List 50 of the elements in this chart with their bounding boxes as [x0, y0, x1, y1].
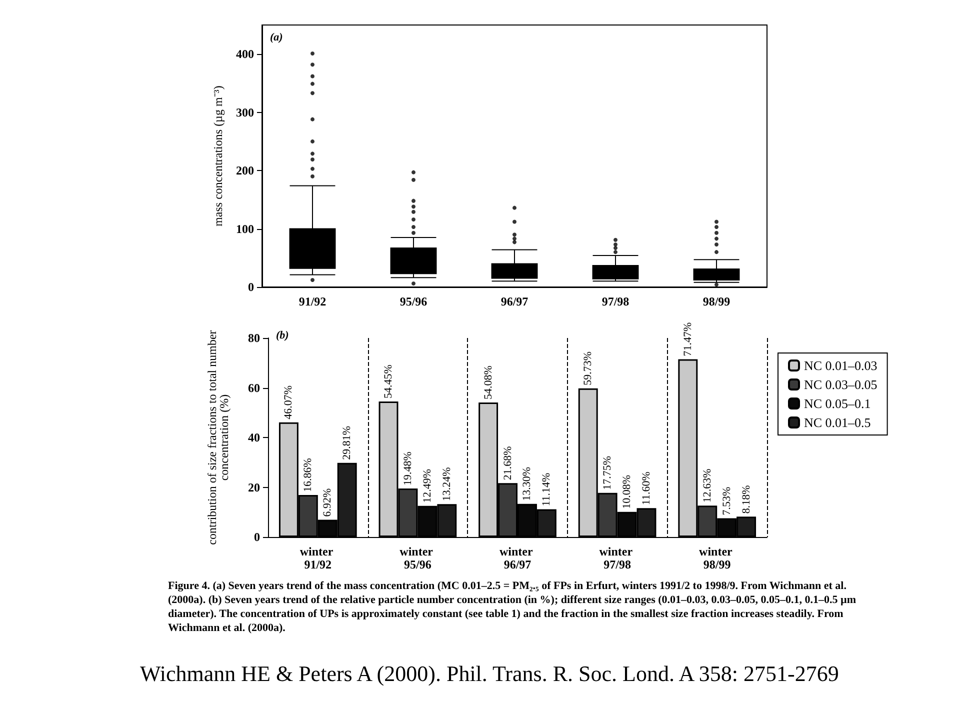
y-tick-label: 200 — [236, 164, 254, 178]
data-label: 11.14% — [540, 472, 553, 506]
y-axis-title: mass concentrations (µg m⁻³) — [211, 86, 225, 226]
y-tick-label: 40 — [248, 430, 260, 444]
caption: Figure 4. (a) Seven years trend of the mass concentration (MC 0.01–2.5 = PM₂.₅ of FPs in Erfurt, winters 1991/2 to 1998/9. From Wichmann et al. (2000a). (b) Seven years trend of the relative particle number concentration (in %); different size ranges (0.01–0.03, 0.03–0.05, 0.05–0.1, 0.1–0.5 µm diameter). The concentration of UPs is approximately constant (see table 1) and the fraction in the smallest size fraction increases steadily. From Wichmann et al. (2000a). — [168, 579, 858, 635]
data-label: 54.45% — [382, 364, 395, 399]
data-label: 10.08% — [621, 475, 634, 509]
y-tick-label: 0 — [248, 280, 254, 294]
x-tick-label: 95/96 — [400, 294, 428, 308]
legend-label: NC 0.01–0.5 — [804, 415, 871, 430]
y-tick-label: 20 — [248, 480, 260, 494]
legend-label: NC 0.05–0.1 — [804, 396, 871, 411]
x-tick-label: 97/98 — [602, 294, 630, 308]
data-label: 19.48% — [402, 452, 414, 486]
x-tick-label: winter 98/99 — [699, 544, 736, 572]
y-axis-title: contribution of size fractions to total number concentration (%) — [205, 330, 231, 545]
annotation: (a) — [270, 32, 283, 44]
data-label: 71.47% — [682, 322, 694, 356]
data-label: 12.63% — [701, 468, 714, 503]
y-tick-label: 0 — [254, 530, 260, 544]
data-label: 8.18% — [740, 485, 752, 514]
x-tick-label: winter 95/96 — [400, 544, 436, 572]
data-label: 6.92% — [322, 488, 334, 517]
x-tick-label: 91/92 — [298, 294, 326, 308]
data-label: 11.60% — [640, 472, 652, 506]
data-label: 29.81% — [341, 426, 354, 460]
legend-label: NC 0.03–0.05 — [804, 377, 878, 392]
x-tick-label: winter 96/97 — [499, 544, 536, 572]
legend-label: NC 0.01–0.03 — [804, 358, 878, 373]
data-label: 12.49% — [421, 469, 434, 503]
data-label: 54.08% — [482, 366, 494, 400]
y-tick-label: 100 — [236, 222, 254, 236]
data-label: 59.73% — [582, 352, 594, 386]
data-label: 17.75% — [602, 456, 614, 490]
x-tick-label: 96/97 — [500, 294, 528, 308]
data-label: 16.86% — [302, 458, 314, 492]
text: Wichmann HE & Peters A (2000). Phil. Trans. R. Soc. Lond. A 358: 2751-2769 — [140, 661, 840, 687]
y-tick-label: 300 — [236, 105, 254, 120]
y-tick-label: 60 — [248, 380, 260, 395]
data-label: 13.30% — [521, 466, 534, 501]
x-tick-label: winter 97/98 — [599, 544, 636, 572]
annotation: (b) — [276, 330, 289, 342]
data-label: 7.53% — [720, 486, 733, 516]
x-tick-label: 98/99 — [702, 294, 730, 308]
x-tick-label: winter 91/92 — [300, 544, 336, 572]
data-label: 13.24% — [440, 467, 453, 502]
y-tick-label: 80 — [248, 331, 260, 345]
data-label: 46.07% — [282, 385, 295, 420]
data-label: 21.68% — [502, 446, 514, 480]
y-tick-label: 400 — [236, 47, 254, 62]
